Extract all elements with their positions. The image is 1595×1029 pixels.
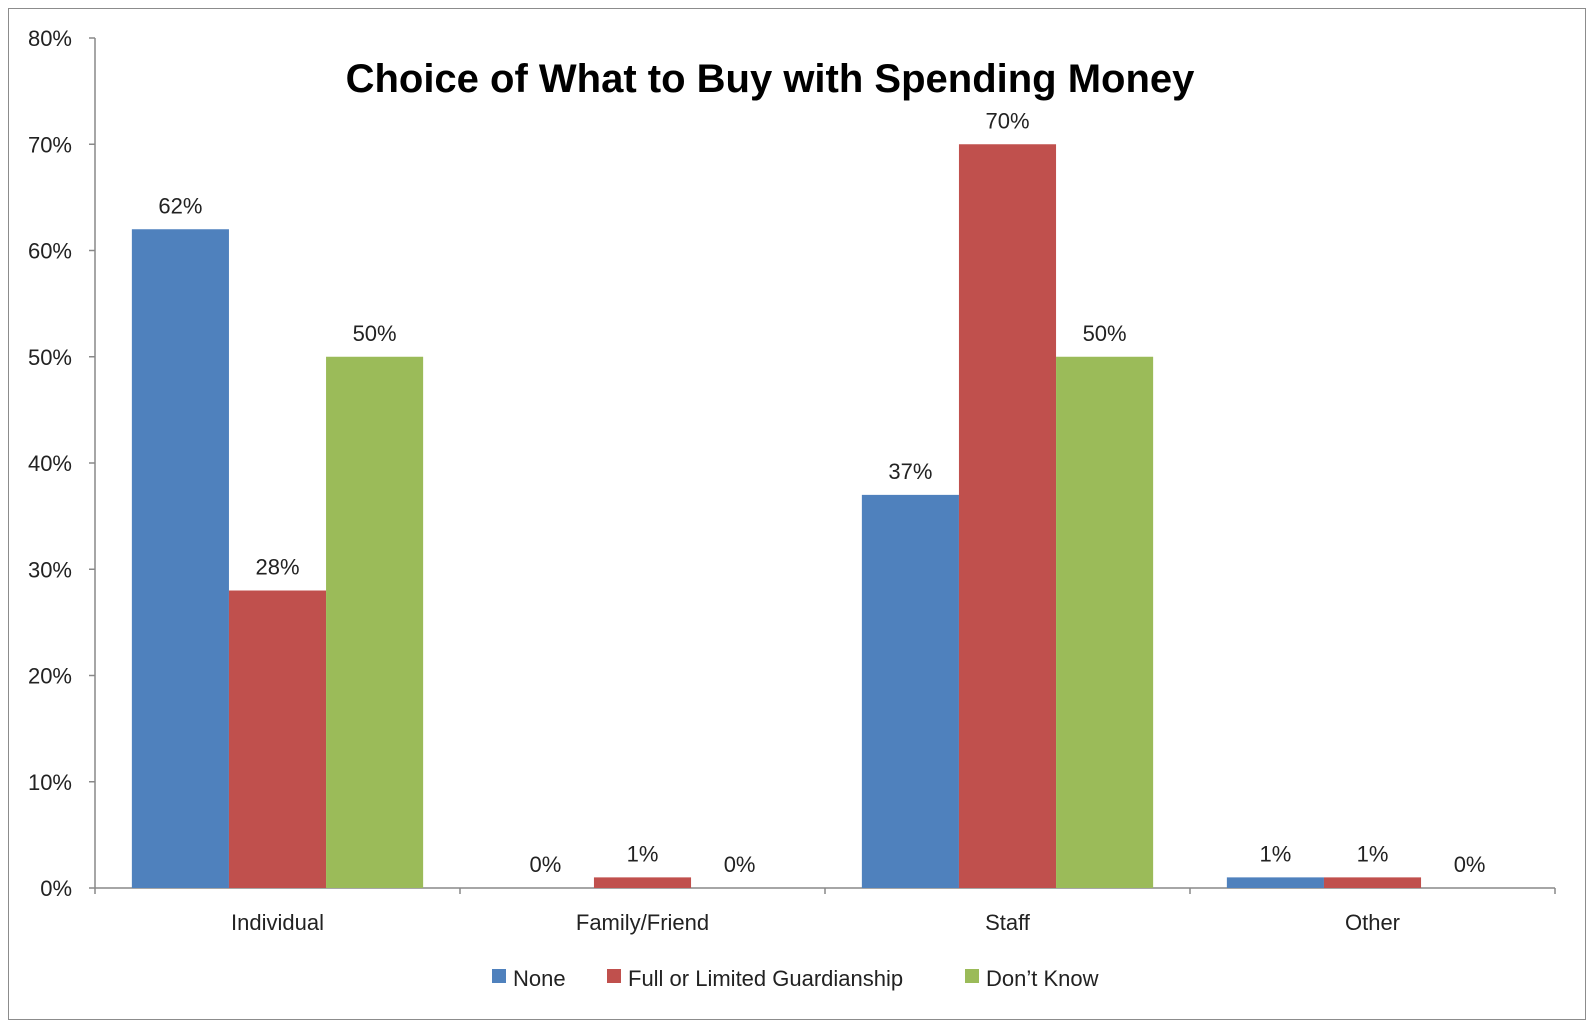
chart-frame bbox=[8, 8, 1586, 1020]
data-label: 1% bbox=[627, 841, 659, 866]
y-tick-label: 30% bbox=[28, 557, 72, 582]
bar bbox=[1056, 356, 1154, 888]
legend-swatch bbox=[492, 969, 506, 983]
data-label: 62% bbox=[158, 193, 202, 218]
data-label: 0% bbox=[530, 852, 562, 877]
data-label: 50% bbox=[353, 321, 397, 346]
legend-label: Full or Limited Guardianship bbox=[628, 966, 903, 991]
bar bbox=[228, 590, 327, 888]
data-label: 0% bbox=[1454, 852, 1486, 877]
y-tick-label: 80% bbox=[28, 26, 72, 51]
data-label: 70% bbox=[985, 108, 1029, 133]
y-tick-label: 60% bbox=[28, 239, 72, 264]
x-tick-label: Staff bbox=[985, 910, 1031, 935]
bar bbox=[1323, 877, 1422, 888]
data-labels: 62% 28% 50% 0% 1% 0% 37% 70% 50% 1% 1% 0% bbox=[158, 108, 1485, 877]
y-tick-label: 50% bbox=[28, 345, 72, 370]
data-label: 0% bbox=[724, 852, 756, 877]
data-label: 50% bbox=[1083, 321, 1127, 346]
bar bbox=[593, 877, 692, 888]
legend-swatch bbox=[607, 969, 621, 983]
y-tick-label: 10% bbox=[28, 770, 72, 795]
legend: None Full or Limited Guardianship Don’t Kn… bbox=[492, 966, 1099, 991]
data-label: 1% bbox=[1357, 841, 1389, 866]
bar bbox=[131, 229, 229, 888]
bars bbox=[131, 144, 1422, 888]
axes: 0% 10% 20% 30% 40% 50% 60% 70% 80% Individual Fami… bbox=[28, 26, 1556, 935]
x-tick-label: Other bbox=[1345, 910, 1400, 935]
x-tick-label: Family/Friend bbox=[576, 910, 709, 935]
y-tick-label: 20% bbox=[28, 664, 72, 689]
chart-title: Choice of What to Buy with Spending Mone… bbox=[346, 57, 1196, 101]
bar bbox=[326, 356, 424, 888]
data-label: 28% bbox=[255, 555, 299, 580]
bar bbox=[958, 144, 1057, 888]
bar bbox=[1226, 877, 1324, 888]
y-tick-label: 0% bbox=[40, 876, 72, 901]
x-tick-label: Individual bbox=[231, 910, 324, 935]
legend-label: Don’t Know bbox=[986, 966, 1099, 991]
legend-label: None bbox=[513, 966, 566, 991]
data-label: 1% bbox=[1260, 841, 1292, 866]
data-label: 37% bbox=[888, 459, 932, 484]
legend-swatch bbox=[965, 969, 979, 983]
bar bbox=[861, 494, 959, 888]
y-tick-label: 40% bbox=[28, 451, 72, 476]
y-tick-label: 70% bbox=[28, 132, 72, 157]
